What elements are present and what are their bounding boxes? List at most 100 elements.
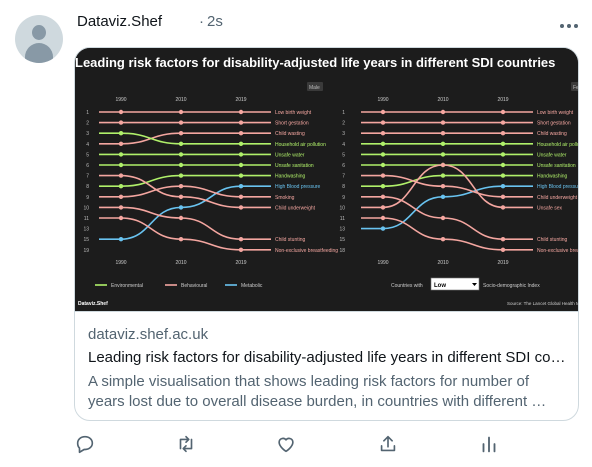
series-point	[380, 152, 386, 157]
series-point	[238, 141, 244, 146]
series-point	[440, 152, 446, 157]
series-point	[118, 120, 124, 125]
series-point	[238, 247, 244, 252]
series-label: Non-exclusive breastfeeding	[275, 248, 338, 254]
series-point	[238, 109, 244, 115]
rank-tick-label: 7	[86, 174, 89, 180]
year-label-bottom: 2019	[497, 260, 508, 266]
chart-background	[75, 48, 578, 311]
link-card[interactable]: Leading risk factors for disability-adju…	[74, 47, 579, 421]
series-label: Short gestation	[537, 121, 571, 127]
series-point	[440, 184, 446, 189]
series-label: Low birth weight	[537, 110, 574, 116]
panel-tag	[571, 82, 578, 91]
series-point	[380, 162, 386, 168]
series-point	[238, 205, 244, 210]
risk-factor-chart: Leading risk factors for disability-adju…	[75, 48, 578, 311]
rank-tick-label: 13	[83, 227, 89, 233]
avatar[interactable]	[15, 15, 63, 63]
rank-tick-label: 5	[342, 152, 345, 158]
series-label: Unsafe sex	[537, 205, 563, 211]
series-point	[118, 184, 124, 189]
series-label: Unsafe sanitation	[275, 163, 314, 169]
series-label: Child wasting	[275, 131, 305, 137]
series-point	[118, 141, 124, 146]
series-label: Low birth weight	[275, 110, 312, 116]
series-point	[118, 215, 124, 221]
rank-tick-label: 1	[342, 110, 345, 116]
series-point	[178, 109, 184, 115]
series-point	[500, 173, 506, 178]
series-point	[178, 173, 184, 178]
year-label-bottom: 2010	[437, 260, 448, 266]
rank-tick-label: 6	[86, 163, 89, 169]
series-point	[178, 215, 184, 221]
card-image: Leading risk factors for disability-adju…	[75, 48, 578, 311]
series-point	[500, 247, 506, 252]
series-label: Smoking	[275, 195, 295, 201]
series-point	[380, 141, 386, 146]
series-point	[500, 131, 506, 136]
series-point	[500, 141, 506, 146]
separator-dot: ·	[199, 13, 204, 30]
rank-tick-label: 4	[342, 142, 345, 148]
series-label: Unsafe water	[537, 152, 567, 158]
year-label-bottom: 1990	[115, 260, 126, 266]
series-point	[118, 162, 124, 168]
series-point	[380, 215, 386, 221]
series-point	[238, 152, 244, 157]
like-icon[interactable]	[275, 433, 297, 455]
series-label: Child stunting	[537, 237, 568, 243]
series-point	[118, 205, 124, 210]
rank-tick-label: 7	[342, 174, 345, 180]
series-point	[500, 194, 506, 199]
series-label: Handwashing	[275, 174, 306, 180]
rank-tick-label: 10	[339, 205, 345, 211]
series-point	[178, 184, 184, 189]
rank-tick-label: 3	[342, 131, 345, 137]
year-label-bottom: 2019	[235, 260, 246, 266]
series-point	[380, 120, 386, 125]
reply-icon[interactable]	[74, 433, 96, 455]
series-label: Handwashing	[537, 174, 568, 180]
analytics-icon[interactable]	[478, 433, 500, 455]
series-point	[440, 162, 446, 168]
rank-tick-label: 13	[339, 227, 345, 233]
selector-suffix: Socio-demographic Index	[483, 283, 540, 289]
sdi-select-value: Low	[434, 283, 446, 289]
series-point	[178, 120, 184, 125]
card-description: A simple visualisation that shows leadin…	[88, 373, 547, 410]
series-point	[440, 173, 446, 178]
series-point	[380, 226, 386, 231]
series-point	[178, 141, 184, 146]
rank-tick-label: 9	[86, 195, 89, 201]
rank-tick-label: 4	[86, 142, 89, 148]
series-point	[500, 184, 506, 189]
series-point	[238, 237, 244, 242]
series-label: Unsafe sanitation	[537, 163, 576, 169]
rank-tick-label: 15	[83, 237, 89, 243]
author-name[interactable]: Dataviz.Shef	[77, 13, 163, 30]
series-point	[500, 109, 506, 115]
series-label: Child underweight	[537, 195, 578, 201]
series-point	[238, 194, 244, 199]
series-point	[440, 120, 446, 125]
series-label: Unsafe water	[275, 152, 305, 158]
rank-tick-label: 3	[86, 131, 89, 137]
series-point	[178, 152, 184, 157]
panel-tag	[307, 82, 323, 91]
share-icon[interactable]	[377, 433, 399, 455]
more-horizontal-icon[interactable]	[559, 18, 579, 28]
series-point	[380, 205, 386, 210]
avatar-head	[32, 25, 46, 40]
retweet-icon[interactable]	[175, 433, 197, 455]
series-point	[178, 194, 184, 199]
year-label-bottom: 2010	[175, 260, 186, 266]
year-label-top: 1990	[115, 97, 126, 103]
rank-tick-label: 8	[86, 184, 89, 190]
series-point	[380, 131, 386, 136]
chevron-down-icon	[472, 283, 477, 286]
series-point	[178, 237, 184, 242]
year-label-top: 2019	[235, 97, 246, 103]
tweet-timestamp[interactable]: 2s	[207, 13, 223, 30]
